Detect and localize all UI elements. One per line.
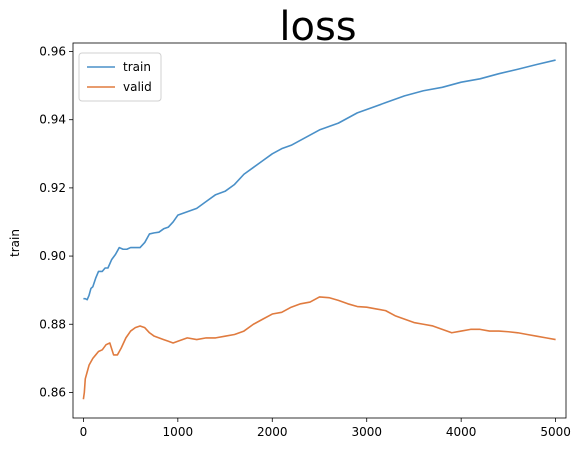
y-tick-label: 0.94 <box>39 113 66 127</box>
plot-frame <box>72 42 567 419</box>
series-line-valid <box>82 296 556 400</box>
legend-box <box>78 52 162 102</box>
y-tick-label: 0.86 <box>39 385 66 399</box>
series-line-train <box>83 59 556 301</box>
x-axis: 0 1000 2000 3000 4000 5000 <box>80 418 571 439</box>
y-tick-label: 0.96 <box>39 45 66 59</box>
x-tick-label: 3000 <box>351 425 382 439</box>
x-tick-label: 5000 <box>540 425 571 439</box>
x-tick-label: 2000 <box>257 425 288 439</box>
legend-label-valid: valid <box>123 80 152 94</box>
legend: train valid <box>78 52 162 102</box>
y-axis: 0.86 0.88 0.90 0.92 0.94 0.96 <box>39 45 73 399</box>
x-tick-label: 4000 <box>446 425 477 439</box>
chart-title: loss <box>279 4 356 50</box>
y-axis-label: train <box>8 229 22 257</box>
plot-area <box>72 42 567 419</box>
y-tick-label: 0.92 <box>39 181 66 195</box>
x-tick-label: 1000 <box>163 425 194 439</box>
y-tick-label: 0.90 <box>39 249 66 263</box>
x-tick-label: 0 <box>80 425 88 439</box>
y-tick-label: 0.88 <box>39 317 66 331</box>
legend-label-train: train <box>123 60 151 74</box>
